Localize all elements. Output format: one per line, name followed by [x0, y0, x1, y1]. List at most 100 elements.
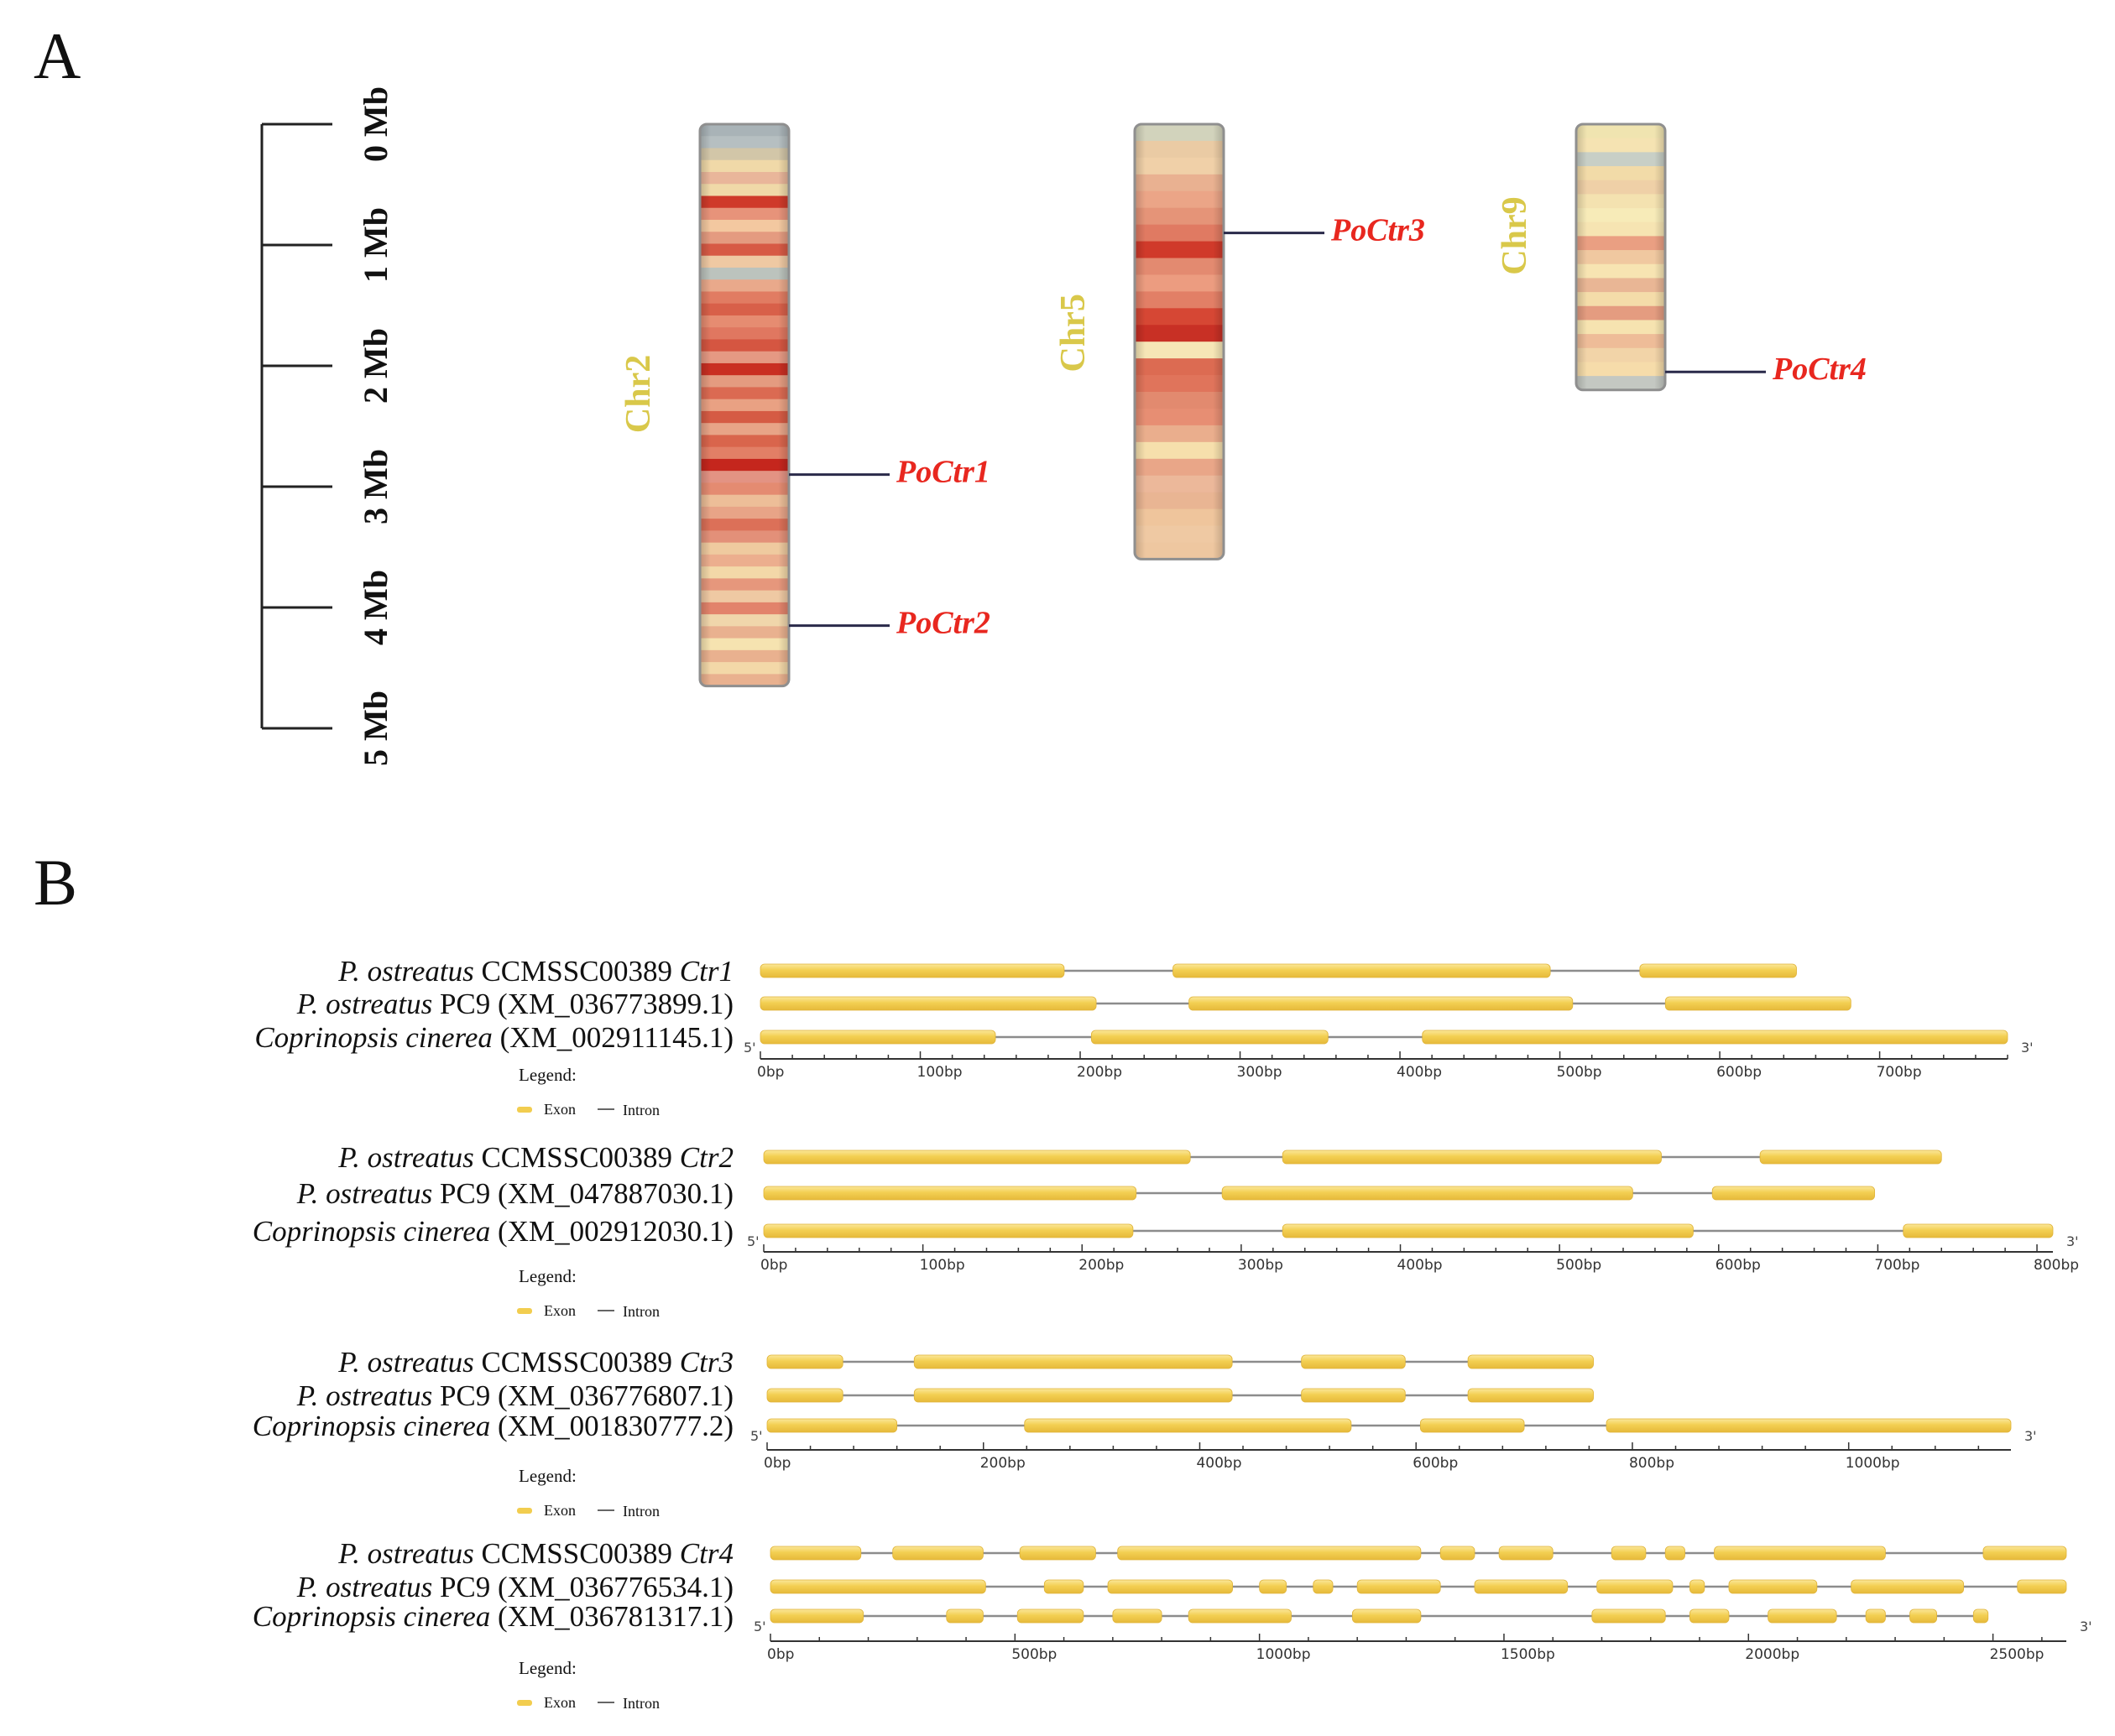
gene-id: Ctr1 — [672, 955, 734, 988]
exon-block — [1972, 1608, 1989, 1624]
exon-block — [1112, 1608, 1162, 1624]
species-name: Coprinopsis cinerea — [254, 1021, 493, 1054]
bp-axis-tick-label: 600bp — [1413, 1455, 1458, 1472]
bp-axis-tick-label: 100bp — [917, 1064, 963, 1081]
gene-label: Coprinopsis cinerea (XM_002912030.1) — [253, 1215, 734, 1248]
scale-tick-label: 0 Mb — [357, 86, 394, 162]
exon-block — [1282, 1223, 1694, 1238]
strain-name: PC9 — [432, 988, 490, 1020]
legend-exon-label: Exon — [544, 1101, 576, 1118]
species-name: P. ostreatus — [296, 1379, 432, 1412]
bp-axis-tick-label: 500bp — [1556, 1257, 1601, 1274]
gene-marker-label: PoCtr2 — [896, 605, 990, 640]
bp-axis: 0bp 100bp 200bp 300bp 400bp 500bp 600bp 700bp 80… — [760, 1244, 2079, 1274]
exon-block — [1043, 1579, 1084, 1594]
bp-axis-tick-label: 200bp — [1078, 1257, 1124, 1274]
bp-axis-tick-label: 700bp — [1874, 1257, 1919, 1274]
bp-axis-tick-label: 400bp — [1397, 1257, 1443, 1274]
chromosome: Chr2 PoCtr1 PoCtr2 — [619, 123, 990, 688]
exon-block — [1474, 1579, 1569, 1594]
exon-block — [1172, 963, 1551, 978]
five-prime-label: 5' — [754, 1619, 766, 1634]
five-prime-label: 5' — [750, 1428, 763, 1444]
chromosome: Chr9 PoCtr4 — [1496, 123, 1867, 392]
scale-tick-label: 3 Mb — [357, 449, 394, 524]
species-name: P. ostreatus — [337, 1537, 473, 1570]
exon-block — [763, 1186, 1137, 1201]
legend-exon-swatch — [517, 1700, 532, 1706]
exon-block — [763, 1150, 1191, 1165]
exon-block — [2017, 1579, 2067, 1594]
gene-label: P. ostreatus PC9 (XM_036776534.1) — [296, 1571, 734, 1603]
exon-block — [763, 1223, 1134, 1238]
bp-axis-tick-label: 500bp — [1557, 1064, 1602, 1081]
bp-axis-tick-label: 600bp — [1716, 1064, 1762, 1081]
bp-axis-tick-label: 0bp — [764, 1455, 791, 1472]
exon-block — [1188, 1608, 1292, 1624]
gene-id: (XM_036776534.1) — [490, 1571, 734, 1603]
exon-block — [766, 1418, 898, 1433]
legend-intron-label: Intron — [623, 1102, 660, 1118]
exon-block — [1611, 1546, 1647, 1561]
three-prime-label: 3' — [2080, 1619, 2092, 1634]
gene-row: P. ostreatus CCMSSC00389 Ctr3 — [337, 1346, 1594, 1379]
chromosome: Chr5 PoCtr3 — [1054, 123, 1425, 560]
exon-block — [1759, 1150, 1942, 1165]
gene-id: (XM_002911145.1) — [493, 1021, 734, 1054]
chromosome-ideograms: Chr2 PoCtr1 PoCtr2 Chr5 PoCtr3 Chr9 PoCtr4 — [619, 123, 1867, 688]
bp-axis-tick-label: 0bp — [757, 1064, 784, 1081]
bp-axis-tick-label: 700bp — [1877, 1064, 1922, 1081]
gene-label: Coprinopsis cinerea (XM_036781317.1) — [253, 1600, 734, 1633]
gene-marker-label: PoCtr3 — [1330, 212, 1425, 248]
gene-id: Ctr3 — [672, 1346, 734, 1379]
gene-row: P. ostreatus PC9 (XM_036773899.1) — [296, 988, 1851, 1020]
bp-axis-tick-label: 400bp — [1397, 1064, 1442, 1081]
bp-axis-tick-label: 300bp — [1237, 1064, 1282, 1081]
bp-axis-tick-label: 200bp — [1077, 1064, 1122, 1081]
scale-bar: 0 Mb 1 Mb 2 Mb 3 Mb 4 Mb 5 Mb — [260, 86, 394, 766]
bp-axis-tick-label: 100bp — [920, 1257, 965, 1274]
bp-axis-tick-label: 600bp — [1716, 1257, 1761, 1274]
species-name: Coprinopsis cinerea — [253, 1215, 491, 1248]
bp-axis-tick-label: 800bp — [2034, 1257, 2079, 1274]
chromosome-outline — [698, 123, 791, 688]
legend: Legend: Exon Intron — [517, 1065, 660, 1118]
chromosome-shading — [1135, 124, 1224, 560]
exon-block — [1301, 1388, 1406, 1403]
bp-axis: 0bp 100bp 200bp 300bp 400bp 500bp 600bp 700bp — [757, 1051, 2008, 1081]
legend-title: Legend: — [519, 1065, 577, 1085]
panel-a-label: A — [34, 19, 81, 92]
species-name: P. ostreatus — [337, 1141, 473, 1174]
legend: Legend: Exon Intron — [517, 1466, 660, 1520]
gene-id: (XM_036773899.1) — [490, 988, 734, 1020]
exon-block — [1313, 1579, 1334, 1594]
bp-axis-tick-label: 200bp — [980, 1455, 1026, 1472]
legend-exon-label: Exon — [544, 1694, 576, 1711]
gene-row: P. ostreatus PC9 (XM_047887030.1) — [296, 1177, 1876, 1210]
bp-axis-tick-label: 1000bp — [1846, 1455, 1900, 1472]
species-name: P. ostreatus — [296, 1177, 432, 1210]
exon-block — [913, 1388, 1233, 1403]
legend-exon-swatch — [517, 1107, 532, 1113]
exon-block — [1107, 1579, 1233, 1594]
bp-axis-tick-label: 800bp — [1629, 1455, 1674, 1472]
exon-block — [760, 1030, 996, 1045]
exon-block — [1282, 1150, 1662, 1165]
chromosome-bands — [1576, 124, 1665, 390]
chromosome-name-label: Chr5 — [1054, 294, 1093, 372]
gene-row: Coprinopsis cinerea (XM_001830777.2) — [253, 1410, 2012, 1442]
exon-block — [1909, 1608, 1937, 1624]
scale-tick-label: 5 Mb — [357, 691, 394, 766]
bp-axis-tick-label: 400bp — [1196, 1455, 1241, 1472]
five-prime-label: 5' — [744, 1040, 756, 1056]
gene-label: Coprinopsis cinerea (XM_001830777.2) — [253, 1410, 734, 1442]
exon-block — [913, 1354, 1233, 1369]
chromosome-shading — [700, 124, 789, 686]
species-name: P. ostreatus — [296, 1571, 432, 1603]
exon-block — [760, 963, 1065, 978]
gene-id: (XM_047887030.1) — [490, 1177, 734, 1210]
chromosome-shading — [1576, 124, 1665, 390]
exon-block — [1639, 963, 1797, 978]
